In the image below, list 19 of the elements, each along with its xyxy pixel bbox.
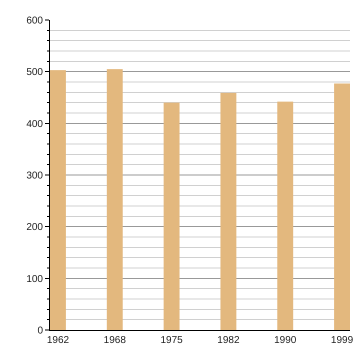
y-tick-label: 200 bbox=[26, 222, 44, 234]
bar bbox=[50, 70, 66, 330]
y-tick-label: 400 bbox=[26, 118, 44, 130]
x-tick-label: 1975 bbox=[160, 335, 184, 346]
bar bbox=[334, 84, 350, 330]
bar bbox=[277, 102, 294, 330]
bar bbox=[164, 102, 180, 330]
y-tick-label: 500 bbox=[26, 67, 44, 78]
y-tick-label: 300 bbox=[26, 170, 44, 182]
y-tick-label: 100 bbox=[26, 274, 44, 285]
x-tick-label: 1990 bbox=[274, 335, 297, 346]
x-tick-label: 1999 bbox=[330, 335, 354, 346]
y-tick-label: 600 bbox=[26, 16, 44, 26]
x-tick-label: 1968 bbox=[104, 335, 126, 346]
y-tick-label: 0 bbox=[37, 326, 44, 336]
x-tick-label: 1982 bbox=[217, 335, 240, 346]
x-tick-label: 1962 bbox=[46, 335, 70, 346]
bar bbox=[106, 69, 123, 330]
bar bbox=[220, 92, 236, 330]
